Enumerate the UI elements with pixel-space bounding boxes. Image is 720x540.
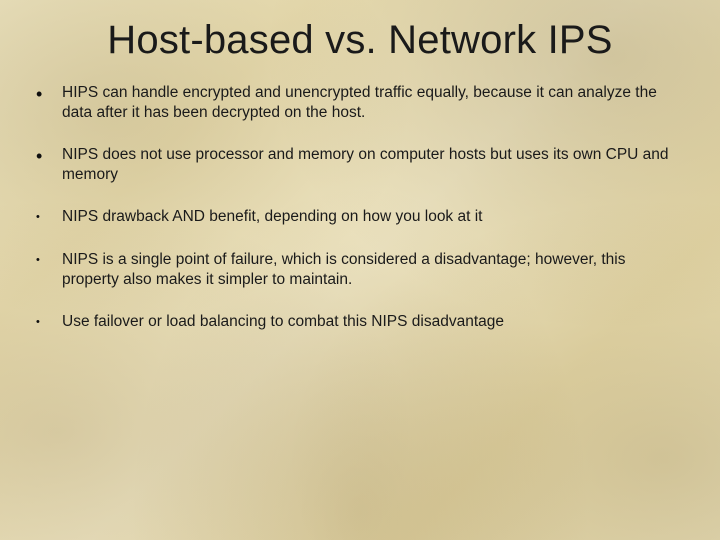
bullet-text: NIPS does not use processor and memory o… (62, 145, 684, 185)
slide: Host-based vs. Network IPS • HIPS can ha… (0, 0, 720, 540)
bullet-list: • HIPS can handle encrypted and unencryp… (36, 83, 684, 332)
slide-title: Host-based vs. Network IPS (36, 18, 684, 63)
bullet-marker: • (36, 84, 62, 106)
list-item: • NIPS is a single point of failure, whi… (36, 250, 684, 290)
list-item: • HIPS can handle encrypted and unencryp… (36, 83, 684, 123)
list-item: • Use failover or load balancing to comb… (36, 312, 684, 332)
bullet-marker: • (36, 254, 62, 267)
bullet-marker: • (36, 211, 62, 224)
bullet-text: NIPS is a single point of failure, which… (62, 250, 684, 290)
bullet-text: NIPS drawback AND benefit, depending on … (62, 207, 684, 227)
bullet-text: Use failover or load balancing to combat… (62, 312, 684, 332)
list-item: • NIPS drawback AND benefit, depending o… (36, 207, 684, 227)
bullet-marker: • (36, 316, 62, 329)
bullet-text: HIPS can handle encrypted and unencrypte… (62, 83, 684, 123)
list-item: • NIPS does not use processor and memory… (36, 145, 684, 185)
bullet-marker: • (36, 146, 62, 168)
